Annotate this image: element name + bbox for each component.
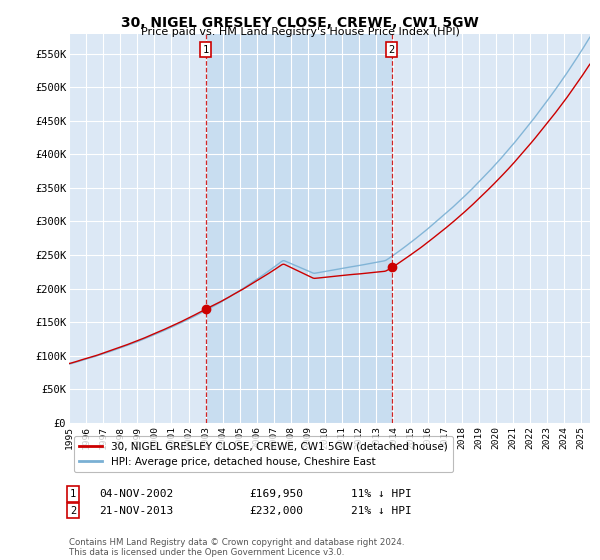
Text: 30, NIGEL GRESLEY CLOSE, CREWE, CW1 5GW: 30, NIGEL GRESLEY CLOSE, CREWE, CW1 5GW [121, 16, 479, 30]
Text: 11% ↓ HPI: 11% ↓ HPI [351, 489, 412, 499]
Text: £232,000: £232,000 [249, 506, 303, 516]
Text: Contains HM Land Registry data © Crown copyright and database right 2024.
This d: Contains HM Land Registry data © Crown c… [69, 538, 404, 557]
Text: Price paid vs. HM Land Registry's House Price Index (HPI): Price paid vs. HM Land Registry's House … [140, 27, 460, 37]
Text: 2: 2 [70, 506, 76, 516]
Text: 1: 1 [202, 45, 209, 55]
Legend: 30, NIGEL GRESLEY CLOSE, CREWE, CW1 5GW (detached house), HPI: Average price, de: 30, NIGEL GRESLEY CLOSE, CREWE, CW1 5GW … [74, 436, 452, 472]
Text: 21-NOV-2013: 21-NOV-2013 [99, 506, 173, 516]
Text: £169,950: £169,950 [249, 489, 303, 499]
Text: 04-NOV-2002: 04-NOV-2002 [99, 489, 173, 499]
Text: 21% ↓ HPI: 21% ↓ HPI [351, 506, 412, 516]
Text: 2: 2 [389, 45, 395, 55]
Bar [206, 34, 392, 423]
Text: 1: 1 [70, 489, 76, 499]
